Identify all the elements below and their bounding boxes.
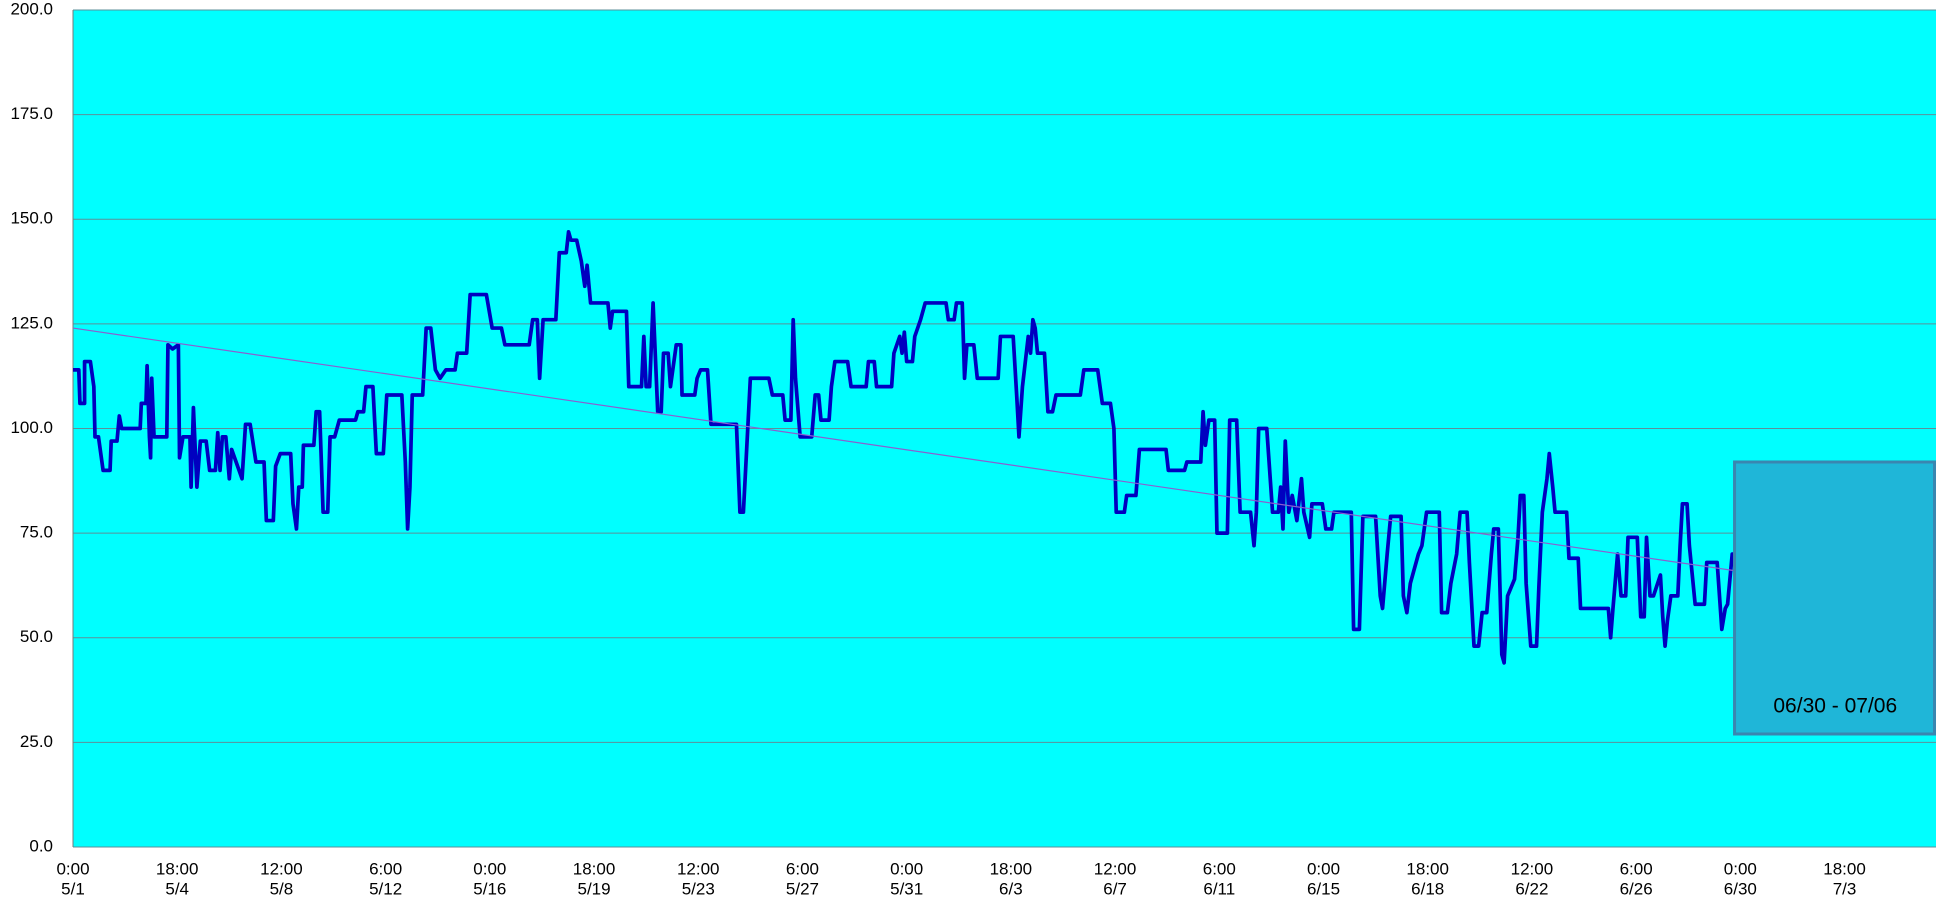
y-tick-label: 75.0 [20, 523, 53, 542]
x-tick-label: 5/12 [369, 879, 402, 898]
x-tick-label: 6:00 [786, 859, 819, 878]
x-tick-label: 6/15 [1307, 879, 1340, 898]
x-tick-label: 18:00 [573, 859, 616, 878]
x-tick-label: 6/22 [1515, 879, 1548, 898]
x-tick-label: 5/16 [473, 879, 506, 898]
x-tick-label: 5/4 [165, 879, 189, 898]
x-tick-label: 5/8 [270, 879, 294, 898]
y-tick-label: 150.0 [10, 209, 53, 228]
x-tick-label: 5/31 [890, 879, 923, 898]
y-tick-label: 100.0 [10, 418, 53, 437]
trend-line [72, 327, 1937, 601]
data-line [73, 229, 1936, 690]
y-tick-label: 0.0 [29, 836, 53, 855]
x-tick-label: 5/19 [577, 879, 610, 898]
y-tick-label: 25.0 [20, 732, 53, 751]
x-tick-label: 18:00 [156, 859, 199, 878]
x-tick-label: 5/1 [61, 879, 85, 898]
y-tick-label: 125.0 [10, 313, 53, 332]
x-tick-label: 5/27 [786, 879, 819, 898]
y-tick-label: 175.0 [10, 104, 53, 123]
highlight-box [1733, 460, 1936, 736]
annotation-text: 06/30 - 07/06 [1773, 695, 1897, 718]
x-tick-label: 5/23 [682, 879, 715, 898]
x-tick-label: 0:00 [1724, 859, 1757, 878]
x-tick-label: 6:00 [369, 859, 402, 878]
x-tick-label: 12:00 [260, 859, 303, 878]
y-tick-label: 200.0 [10, 0, 53, 18]
y-tick-label: 50.0 [20, 627, 53, 646]
x-tick-label: 6/11 [1203, 879, 1235, 898]
x-tick-label: 6/3 [999, 879, 1023, 898]
x-tick-label: 6/30 [1724, 879, 1757, 898]
x-tick-label: 18:00 [1406, 859, 1449, 878]
x-tick-label: 0:00 [890, 859, 923, 878]
x-tick-label: 0:00 [56, 859, 89, 878]
x-tick-label: 6/7 [1103, 879, 1127, 898]
x-tick-label: 6:00 [1620, 859, 1653, 878]
x-tick-label: 6/26 [1620, 879, 1653, 898]
x-tick-label: 6:00 [1203, 859, 1236, 878]
x-tick-label: 12:00 [677, 859, 720, 878]
x-tick-label: 0:00 [1307, 859, 1340, 878]
x-tick-label: 12:00 [1511, 859, 1554, 878]
x-tick-label: 7/3 [1833, 879, 1857, 898]
x-tick-label: 6/18 [1411, 879, 1444, 898]
x-tick-label: 18:00 [1823, 859, 1866, 878]
x-tick-label: 0:00 [473, 859, 506, 878]
x-tick-label: 12:00 [1094, 859, 1137, 878]
x-tick-label: 18:00 [990, 859, 1033, 878]
